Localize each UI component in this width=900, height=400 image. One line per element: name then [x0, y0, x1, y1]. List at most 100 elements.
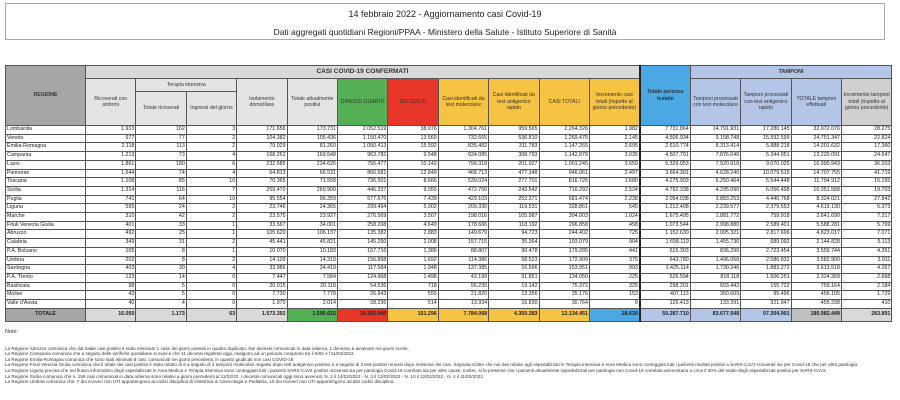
- cell-ingressi-del-giorno: 2: [185, 238, 238, 248]
- cell-isolamento-domiciliare: 232.585: [236, 159, 288, 170]
- cell-totale-ricoverati: 30: [135, 264, 187, 274]
- region-name: Friuli Venezia Giulia: [5, 220, 86, 231]
- table-row: Marche 310 42 2 23.575 23.927 276.569 3.507 198.…: [5, 212, 893, 222]
- cell-totale-tamponi-effettuati: 3.559.744: [790, 246, 842, 257]
- header-col-8: Casi identificati da test antigenico rap…: [488, 78, 540, 126]
- cell-dimessi-guariti: 10.392.540: [336, 307, 389, 322]
- cell-totale-tamponi-effettuati: 13.220.091: [790, 151, 842, 161]
- cell-totale-tamponi-effettuati: 5.588.281: [790, 220, 842, 231]
- cell-totale-tamponi-effettuati: 11.794.912: [790, 177, 842, 187]
- cell-isolamento-domiciliare: 33.567: [236, 220, 288, 231]
- cell-isolamento-domiciliare: 14.109: [236, 255, 288, 266]
- cell-dimessi-guariti: 167.716: [336, 246, 389, 257]
- cell-tamponi-processati-con-test-molecolare: 1.881.772: [689, 212, 742, 222]
- cell-totale-attualmente-positivi: 260.900: [286, 185, 338, 196]
- cell-tamponi-processati-con-test-molecolare: 2.998.880: [689, 220, 742, 231]
- header-col-3: Isolamento domiciliare: [236, 78, 288, 126]
- region-name: Emilia-Romagna: [5, 142, 86, 153]
- cell-casi-totali: 1.269.475: [538, 133, 590, 144]
- cell-incremento-tamponi-totali-rispetto-al-giorno-precedente: 5.769: [840, 220, 893, 231]
- cell-casi-identificati-da-test-molecolare: 1.304.761: [437, 125, 490, 135]
- cell-totale-persone-testate: 4.275.903: [638, 177, 691, 187]
- cell-isolamento-domiciliare: 259.470: [236, 185, 288, 196]
- cell-deceduti: 1.498: [387, 272, 439, 283]
- cell-tamponi-processati-con-test-molecolare: 6.250.464: [689, 177, 742, 187]
- cell-tamponi-processati-con-test-antigenico-rapido: 97.304.901: [740, 307, 792, 322]
- region-name: Valle d'Aosta: [5, 299, 86, 309]
- cell-incremento-casi-totali-rispetto-al-giorno-precedente: 1.680: [588, 177, 641, 187]
- cell-dimessi-guariti: 866.681: [336, 168, 389, 179]
- region-name: Campania: [5, 151, 86, 161]
- cell-casi-totali: 681.474: [538, 194, 590, 205]
- cell-deceduti: 10.142: [387, 159, 439, 170]
- note-item: La Regione Friuli Venezia Giulia comunic…: [5, 362, 859, 368]
- cell-casi-identificati-da-test-molecolare: 178.666: [437, 220, 490, 231]
- cell-incremento-casi-totali-rispetto-al-giorno-precedente: 458: [588, 220, 641, 231]
- cell-totale-persone-testate: 298.201: [638, 281, 691, 292]
- cell-deceduti: 8.666: [387, 177, 439, 187]
- cell-totale-persone-testate: 7.731.864: [638, 125, 691, 135]
- cell-deceduti: 38.076: [387, 125, 439, 135]
- cell-totale-ricoverati: 42: [135, 212, 187, 222]
- cell-ricoverati-con-sintomi: 1.861: [84, 159, 137, 170]
- header-col-15: Incremento tamponi totali (rispetto al g…: [840, 78, 893, 126]
- cell-incremento-casi-totali-rispetto-al-giorno-precedente: 3.659: [588, 159, 641, 170]
- table-row: Campania 1.213 73 4 168.262 169.548 963.782 9.5…: [5, 151, 893, 161]
- cell-isolamento-domiciliare: 70.365: [236, 177, 288, 187]
- region-name: Basilicata: [5, 281, 86, 292]
- cell-casi-identificati-da-test-molecolare: 149.679: [437, 229, 490, 240]
- cell-casi-identificati-da-test-molecolare: 137.385: [437, 264, 490, 274]
- cell-incremento-casi-totali-rispetto-al-giorno-precedente: 2.524: [588, 185, 641, 196]
- cell-casi-identificati-da-test-antigenico-rapido: 243.542: [488, 185, 540, 196]
- cell-tamponi-processati-con-test-molecolare: 3.883.253: [689, 194, 742, 205]
- cell-incremento-casi-totali-rispetto-al-giorno-precedente: 993: [588, 264, 641, 274]
- cell-casi-identificati-da-test-antigenico-rapido: 201.927: [488, 159, 540, 170]
- cell-casi-identificati-da-test-antigenico-rapido: 959.565: [488, 125, 540, 135]
- cell-dimessi-guariti: 26.843: [336, 290, 389, 301]
- cell-ingressi-del-giorno: 10: [185, 177, 238, 187]
- cell-tamponi-processati-con-test-molecolare: 4.295.090: [689, 185, 742, 196]
- cell-casi-identificati-da-test-molecolare: 835.482: [437, 142, 490, 153]
- cell-incremento-casi-totali-rispetto-al-giorno-precedente: 153: [588, 290, 641, 301]
- cell-incremento-tamponi-totali-rispetto-al-giorno-precedente: 24.647: [840, 151, 893, 161]
- cell-ingressi-del-giorno: 0: [185, 281, 238, 292]
- cell-tamponi-processati-con-test-molecolare: 1.496.068: [689, 255, 742, 266]
- cell-totale-ricoverati: 1.173: [135, 307, 187, 322]
- cell-tamponi-processati-con-test-molecolare: 1.730.246: [689, 264, 742, 274]
- cell-totale-persone-testate: 2.054.038: [638, 194, 691, 205]
- note-item: La Regione Liguria precisa che nel fluss…: [5, 367, 827, 373]
- cell-ricoverati-con-sintomi: 40: [84, 299, 137, 309]
- cell-totale-attualmente-positivi: 34.419: [286, 264, 338, 274]
- cell-casi-identificati-da-test-molecolare: 539.024: [437, 177, 490, 187]
- cell-dimessi-guariti: 124.968: [336, 272, 389, 283]
- cell-casi-identificati-da-test-molecolare: 472.750: [437, 185, 490, 196]
- header-col-12: Tamponi processati con test molecolare: [689, 78, 742, 126]
- cell-dimessi-guariti: 54.536: [336, 281, 389, 292]
- cell-casi-identificati-da-test-molecolare: 834.085: [437, 151, 490, 161]
- cell-deceduti: 2.008: [387, 238, 439, 248]
- table-row: Sicilia 1.314 116 7 259.470 260.900 446.337 9.0…: [5, 185, 893, 196]
- cell-totale-ricoverati: 180: [135, 159, 187, 170]
- cell-totale-attualmente-positivi: 1.590.615: [286, 307, 338, 322]
- cell-totale-persone-testate: 1.212.408: [638, 203, 691, 214]
- table-row: Basilicata 98 5 0 20.015 20.118 54.536 718 56.23…: [5, 281, 893, 292]
- cell-ricoverati-con-sintomi: 492: [84, 229, 137, 240]
- cell-ricoverati-con-sintomi: 977: [84, 133, 137, 144]
- cell-casi-identificati-da-test-molecolare: 88.807: [437, 246, 490, 257]
- cell-totale-tamponi-effettuati: 180.982.449: [790, 307, 842, 322]
- table-row: P.A. Trento 123 14 0 7.447 7.584 124.968 1.498 4…: [5, 272, 893, 283]
- cell-casi-identificati-da-test-antigenico-rapido: 13.356: [488, 290, 540, 301]
- cell-deceduti: 718: [387, 281, 439, 292]
- cell-totale-persone-testate: 643.780: [638, 255, 691, 266]
- cell-ingressi-del-giorno: 2: [185, 133, 238, 144]
- cell-casi-totali: 75.372: [538, 281, 590, 292]
- cell-deceduti: 5.002: [387, 203, 439, 214]
- cell-deceduti: 514: [387, 299, 439, 309]
- cell-totale-ricoverati: 5: [135, 290, 187, 301]
- cell-casi-identificati-da-test-molecolare: 468.713: [437, 168, 490, 179]
- cell-tamponi-processati-con-test-molecolare: 4.628.240: [689, 168, 742, 179]
- cell-incremento-tamponi-totali-rispetto-al-giorno-precedente: 2.668: [840, 272, 893, 283]
- cell-tamponi-processati-con-test-antigenico-rapido: 15.592.599: [740, 133, 792, 144]
- cell-casi-identificati-da-test-antigenico-rapido: 16.830: [488, 299, 540, 309]
- cell-isolamento-domiciliare: 7.730: [236, 290, 288, 301]
